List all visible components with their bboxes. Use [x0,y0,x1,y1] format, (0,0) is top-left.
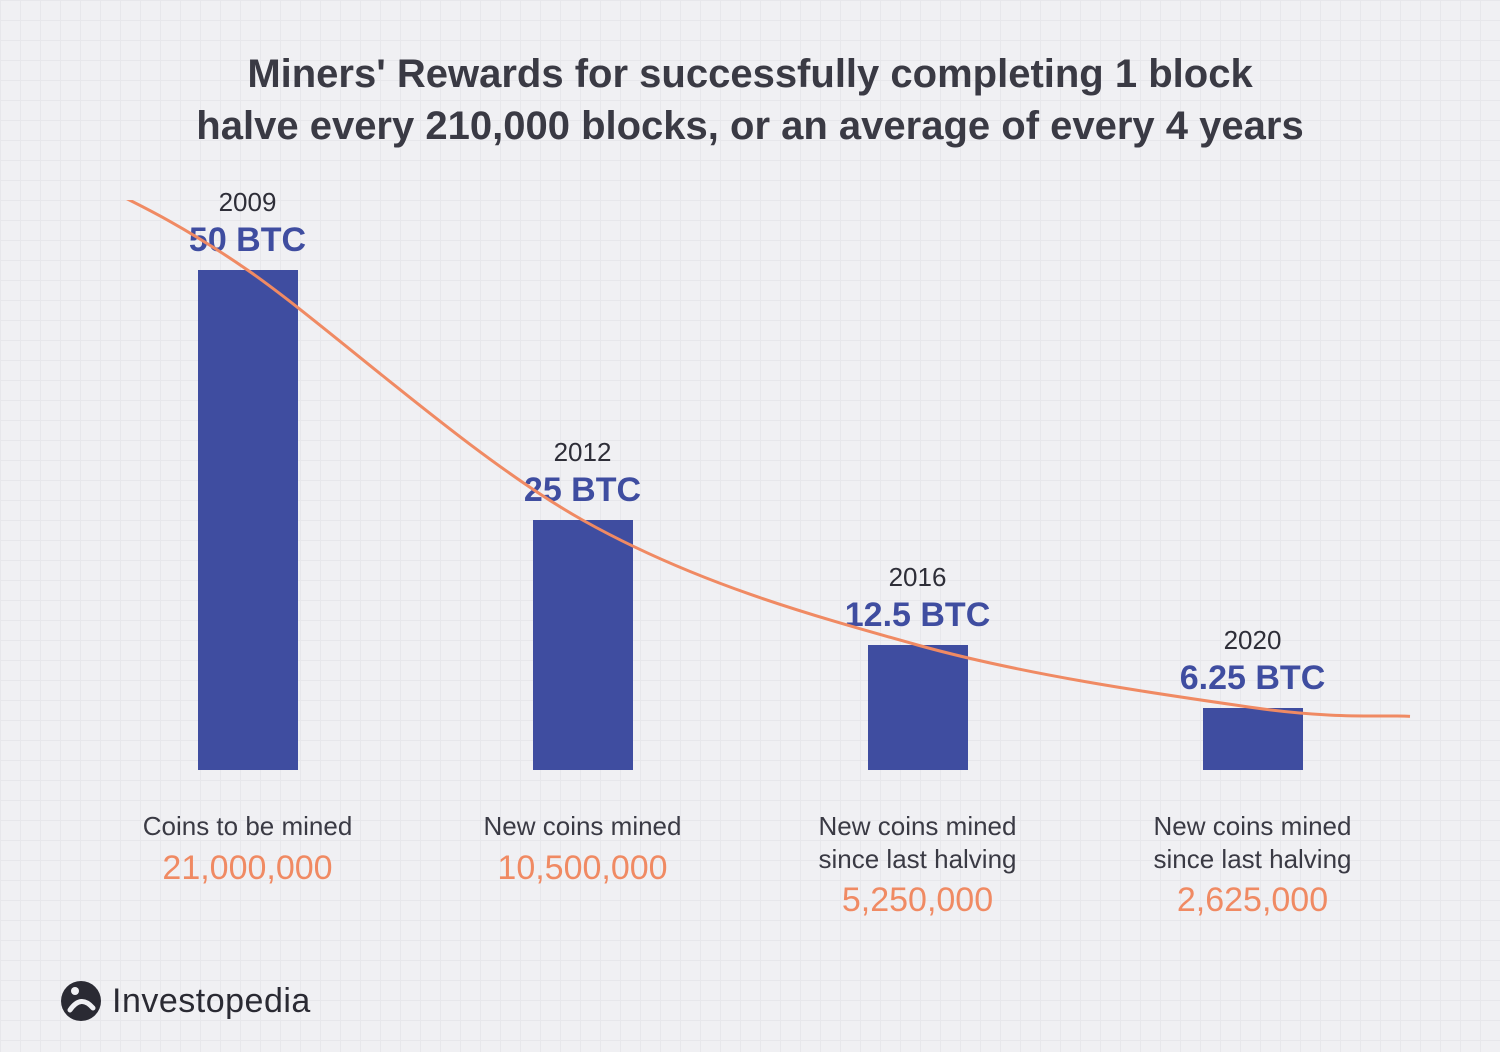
bar-chart: 50 BTC200925 BTC201212.5 BTC20166.25 BTC… [80,200,1420,770]
footer-label: New coins minedsince last halving [1085,810,1420,875]
footer-value: 21,000,000 [80,849,415,888]
bar-year-label: 2012 [415,437,750,468]
logo-text: Investopedia [112,982,311,1021]
bar [198,270,298,770]
bar [1203,708,1303,771]
footer-cell: New coins mined 10,500,000 [415,810,750,920]
bar-year-label: 2016 [750,562,1085,593]
footer-value: 2,625,000 [1085,881,1420,920]
infographic-container: Miners' Rewards for successfully complet… [0,0,1500,1052]
bar-btc-label: 6.25 BTC [1085,659,1420,698]
bar-btc-label: 25 BTC [415,471,750,510]
bar-year-label: 2020 [1085,625,1420,656]
footer-stats: Coins to be mined21,000,000New coins min… [80,810,1420,920]
footer-label: Coins to be mined [80,810,415,843]
footer-cell: New coins minedsince last halving 5,250,0… [750,810,1085,920]
bar [533,520,633,770]
footer-cell: Coins to be mined 21,000,000 [80,810,415,920]
investopedia-logo: Investopedia [60,980,311,1022]
footer-label: New coins minedsince last halving [750,810,1085,875]
footer-value: 5,250,000 [750,881,1085,920]
bar [868,645,968,770]
chart-title: Miners' Rewards for successfully complet… [70,48,1430,152]
bar-year-label: 2009 [80,187,415,218]
title-line-2: halve every 210,000 blocks, or an averag… [70,100,1430,152]
logo-mark-icon [60,980,102,1022]
bar-btc-label: 12.5 BTC [750,596,1085,635]
footer-value: 10,500,000 [415,849,750,888]
footer-label: New coins mined [415,810,750,843]
footer-cell: New coins minedsince last halving 2,625,0… [1085,810,1420,920]
title-line-1: Miners' Rewards for successfully complet… [70,48,1430,100]
bar-btc-label: 50 BTC [80,221,415,260]
